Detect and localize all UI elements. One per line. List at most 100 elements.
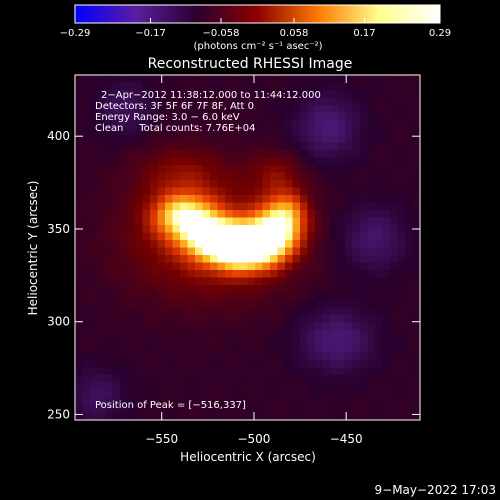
heatmap-cell [150, 330, 159, 339]
heatmap-cell [217, 262, 226, 271]
heatmap-cell [375, 97, 384, 106]
heatmap-cell [210, 292, 219, 301]
heatmap-cell [210, 285, 219, 294]
heatmap-cell [360, 307, 369, 316]
heatmap-cell [157, 150, 166, 159]
heatmap-cell [262, 390, 271, 399]
heatmap-cell [157, 262, 166, 271]
heatmap-cell [375, 412, 384, 420]
heatmap-cell [180, 247, 189, 256]
heatmap-cell [307, 120, 316, 129]
heatmap-cell [120, 135, 129, 144]
heatmap-cell [232, 307, 241, 316]
heatmap-cell [157, 337, 166, 346]
heatmap-cell [300, 367, 309, 376]
heatmap-cell [210, 405, 219, 414]
heatmap-cell [187, 300, 196, 309]
heatmap-cell [412, 345, 420, 354]
heatmap-cell [315, 337, 324, 346]
heatmap-cell [187, 262, 196, 271]
heatmap-cell [112, 405, 121, 414]
heatmap-cell [315, 390, 324, 399]
heatmap-cell [405, 307, 414, 316]
heatmap-cell [97, 255, 106, 264]
heatmap-cell [247, 180, 256, 189]
heatmap-cell [360, 142, 369, 151]
heatmap-cell [90, 262, 99, 271]
heatmap-cell [180, 412, 189, 420]
heatmap-cell [292, 112, 301, 121]
heatmap-cell [307, 165, 316, 174]
heatmap-cell [315, 165, 324, 174]
heatmap-cell [165, 172, 174, 181]
heatmap-cell [105, 135, 114, 144]
heatmap-cell [382, 240, 391, 249]
heatmap-cell [315, 172, 324, 181]
heatmap-cell [112, 105, 121, 114]
heatmap-cell [105, 120, 114, 129]
heatmap-cell [322, 300, 331, 309]
heatmap-cell [75, 172, 84, 181]
heatmap-cell [412, 315, 420, 324]
heatmap-cell [97, 360, 106, 369]
heatmap-cell [300, 240, 309, 249]
heatmap-cell [375, 382, 384, 391]
heatmap-cell [300, 202, 309, 211]
heatmap-cell [322, 135, 331, 144]
heatmap-cell [247, 352, 256, 361]
heatmap-cell [105, 307, 114, 316]
heatmap-cell [262, 352, 271, 361]
heatmap-cell [255, 127, 264, 136]
heatmap-cell [97, 352, 106, 361]
heatmap-cell [397, 157, 406, 166]
heatmap-cell [90, 330, 99, 339]
heatmap-cell [195, 225, 204, 234]
heatmap-cell [210, 240, 219, 249]
heatmap-cell [90, 135, 99, 144]
heatmap-cell [82, 315, 91, 324]
heatmap-cell [180, 262, 189, 271]
heatmap-cell [277, 360, 286, 369]
heatmap-cell [97, 405, 106, 414]
heatmap-cell [112, 75, 121, 84]
heatmap-cell [330, 217, 339, 226]
heatmap-cell [150, 127, 159, 136]
heatmap-cell [277, 150, 286, 159]
heatmap-cell [142, 180, 151, 189]
heatmap-cell [277, 82, 286, 91]
heatmap-cell [187, 97, 196, 106]
heatmap-cell [202, 150, 211, 159]
heatmap-cell [277, 412, 286, 420]
heatmap-cell [157, 82, 166, 91]
heatmap-cell [255, 352, 264, 361]
heatmap-cell [345, 112, 354, 121]
heatmap-cell [112, 120, 121, 129]
heatmap-cell [337, 307, 346, 316]
heatmap-cell [90, 397, 99, 406]
heatmap-cell [315, 367, 324, 376]
heatmap-cell [405, 375, 414, 384]
heatmap-cell [180, 195, 189, 204]
heatmap-cell [247, 322, 256, 331]
heatmap-cell [382, 390, 391, 399]
heatmap-cell [330, 300, 339, 309]
heatmap-cell [240, 352, 249, 361]
heatmap-cell [172, 232, 181, 241]
heatmap-cell [225, 285, 234, 294]
heatmap-cell [240, 255, 249, 264]
heatmap-cell [120, 382, 129, 391]
heatmap-cell [172, 390, 181, 399]
heatmap-cell [82, 390, 91, 399]
heatmap-cell [262, 382, 271, 391]
heatmap-cell [315, 315, 324, 324]
heatmap-cell [315, 255, 324, 264]
heatmap-cell [90, 157, 99, 166]
heatmap-cell [75, 375, 84, 384]
heatmap-cell [135, 247, 144, 256]
heatmap-cell [247, 187, 256, 196]
heatmap-cell [330, 82, 339, 91]
heatmap-cell [172, 382, 181, 391]
heatmap-cell [390, 405, 399, 414]
heatmap-cell [210, 315, 219, 324]
heatmap-cell [352, 270, 361, 279]
